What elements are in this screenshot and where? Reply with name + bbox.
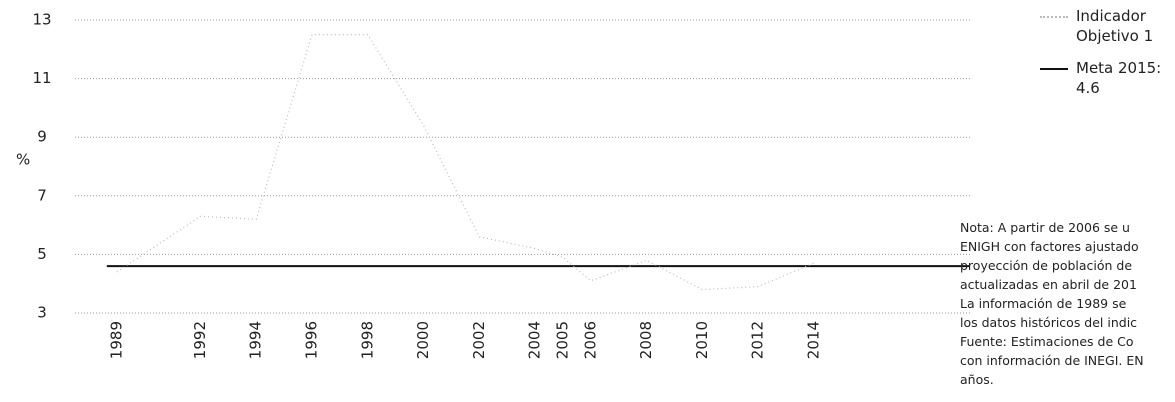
note: Nota: A partir de 2006 se u ENIGH con fac… — [960, 218, 1175, 389]
chart: % 3 5 7 9 11 13 1989 1992 1994 1996 1998 2000 2002 20… — [16, 11, 970, 359]
x-tick-label: 2012 — [749, 321, 767, 359]
legend-item: Indicador Objetivo 1 — [1040, 6, 1166, 46]
note-line: actualizadas en abril de 201 — [960, 277, 1137, 292]
legend-label: Meta 2015: 4.6 — [1076, 58, 1161, 98]
note-line: proyección de población de — [960, 258, 1133, 273]
x-tick-label: 1992 — [191, 321, 209, 359]
x-tick-label: 2005 — [553, 321, 571, 359]
legend-value: 4.6 — [1076, 79, 1100, 97]
series-line — [116, 34, 815, 291]
x-tick-label: 1996 — [302, 321, 320, 359]
legend-label: Indicador Objetivo 1 — [1076, 7, 1154, 45]
x-tick-label: 2000 — [414, 321, 432, 359]
note-line: Fuente: Estimaciones de Co — [960, 334, 1134, 349]
y-axis-label: % — [16, 151, 30, 169]
note-line: ENIGH con factores ajustado — [960, 239, 1139, 254]
x-tick-label: 1994 — [247, 321, 265, 359]
legend-swatch — [1040, 68, 1068, 70]
y-tick-label: 9 — [37, 128, 47, 146]
x-tick-label: 2006 — [581, 321, 599, 359]
y-tick-label: 5 — [37, 245, 47, 263]
y-tick-label: 3 — [37, 304, 47, 322]
legend-item: Meta 2015: 4.6 — [1040, 58, 1166, 98]
note-line: con información de INEGI. EN — [960, 353, 1144, 368]
note-line: Nota: A partir de 2006 se u — [960, 220, 1130, 235]
legend-swatch — [1040, 16, 1068, 18]
legend-label: Meta 2015: — [1076, 59, 1162, 77]
note-line: años. — [960, 372, 994, 387]
x-tick-label: 2010 — [693, 321, 711, 359]
x-tick-label: 2014 — [804, 321, 822, 359]
y-tick-label: 11 — [32, 69, 51, 87]
x-tick-label: 2002 — [470, 321, 488, 359]
x-tick-label: 2008 — [637, 321, 655, 359]
x-tick-label: 2004 — [526, 321, 544, 359]
y-tick-label: 13 — [32, 11, 51, 29]
x-tick-label: 1989 — [107, 321, 125, 359]
legend: Indicador Objetivo 1 Meta 2015: 4.6 — [1040, 6, 1166, 110]
x-tick-label: 1998 — [358, 321, 376, 359]
note-line: La información de 1989 se — [960, 296, 1127, 311]
note-line: los datos históricos del indic — [960, 315, 1138, 330]
y-tick-label: 7 — [37, 186, 47, 204]
